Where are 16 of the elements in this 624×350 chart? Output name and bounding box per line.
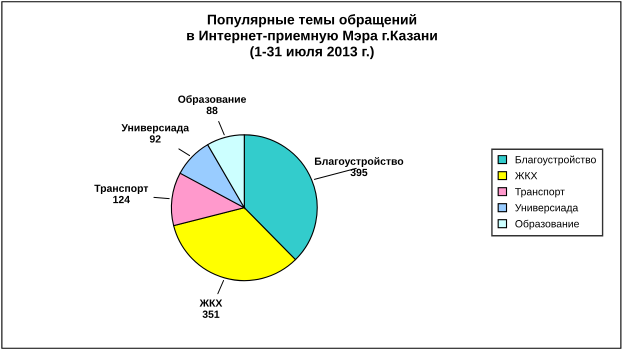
slice-label: Транспорт (94, 184, 148, 194)
slice-label: Образование (178, 95, 246, 105)
data-label: 88 (206, 106, 218, 114)
slice-label: Благоустройство (314, 157, 404, 167)
data-label: 395 (350, 168, 368, 176)
legend-label: ЖКХ (514, 172, 538, 180)
legend-label: Универсиада (515, 204, 578, 214)
data-label: 92 (150, 135, 161, 143)
legend-label: Транспорт (515, 188, 565, 198)
legend-label: Образование (515, 220, 579, 230)
legend-label: Благоустройство (516, 156, 596, 166)
slice-label: ЖКХ (200, 299, 222, 307)
data-label: 351 (202, 310, 220, 318)
data-label: 124 (113, 196, 130, 204)
chart-title: Популярные темы обращений в Интернет-приемную Мэра г.Казани (1-31 июля 2013 г.) (187, 14, 437, 60)
slice-label: Универсиада (121, 124, 190, 134)
